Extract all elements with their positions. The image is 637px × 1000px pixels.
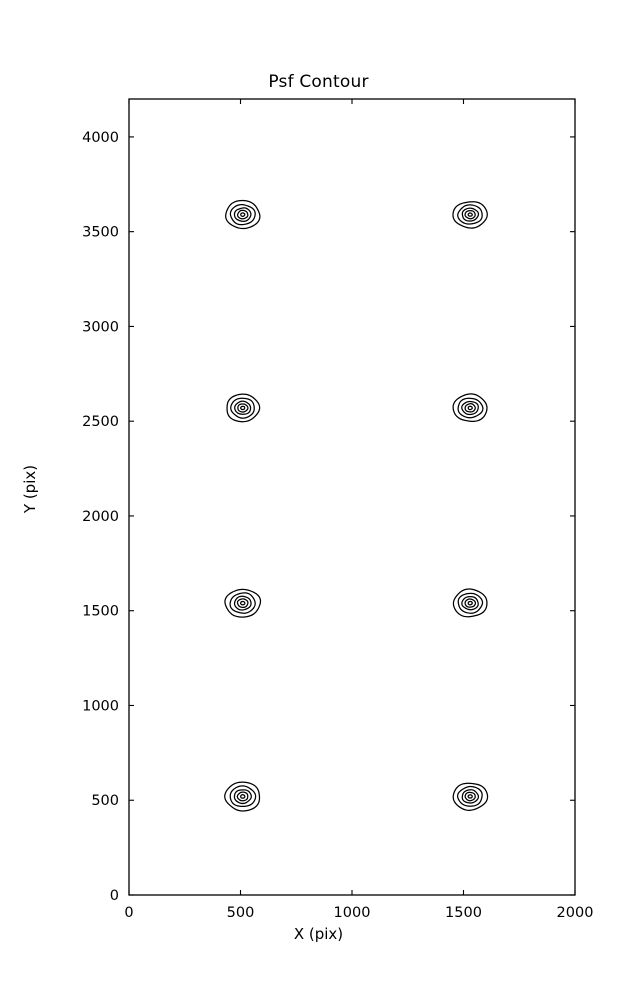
- plot-frame: [128, 98, 576, 896]
- contour-ring: [461, 789, 480, 804]
- psf-blob: [224, 588, 262, 618]
- contour-ring: [464, 598, 477, 608]
- contour-ring: [224, 781, 261, 812]
- contour-ring: [452, 588, 488, 618]
- x-tick-label: 1500: [445, 905, 482, 921]
- contour-ring: [461, 596, 479, 611]
- contour-ring: [456, 785, 483, 807]
- contour-ring: [452, 782, 489, 811]
- contour-ring: [239, 600, 246, 606]
- contour-ring: [233, 789, 252, 805]
- contour-ring: [236, 209, 249, 220]
- contour-ring: [457, 592, 484, 614]
- contour-ring: [467, 600, 473, 606]
- contour-ring: [452, 393, 488, 422]
- x-axis-label: X (pix): [293, 925, 344, 943]
- contour-ring: [464, 403, 476, 413]
- contour-ring: [224, 588, 262, 618]
- contour-ring: [233, 595, 252, 611]
- psf-blob: [452, 588, 488, 618]
- contour-ring: [240, 212, 246, 217]
- psf-blob: [452, 782, 489, 811]
- contour-ring: [237, 403, 249, 413]
- y-tick-label: 2000: [82, 509, 119, 525]
- contour-ring: [236, 598, 249, 609]
- contour-ring: [234, 400, 252, 415]
- y-tick-label: 500: [91, 793, 119, 809]
- contour-ring: [464, 791, 476, 802]
- x-tick-label: 2000: [557, 905, 594, 921]
- psf-blob: [452, 201, 488, 229]
- contour-ring: [452, 201, 488, 229]
- x-tick-label: 500: [227, 905, 255, 921]
- contour-ring: [240, 405, 246, 411]
- chart-title: Psf Contour: [268, 72, 369, 92]
- contour-ring: [461, 400, 479, 416]
- contour-ring: [461, 207, 480, 222]
- psf-blob: [225, 199, 261, 230]
- y-tick-label: 1000: [82, 698, 119, 714]
- contour-ring: [229, 203, 256, 226]
- contour-ring: [467, 794, 473, 799]
- y-tick-label: 2500: [82, 414, 119, 430]
- y-tick-label: 4000: [82, 130, 119, 146]
- contour-ring: [464, 210, 476, 220]
- contour-ring: [467, 405, 473, 411]
- contour-ring: [233, 207, 252, 222]
- y-axis-label: Y (pix): [21, 464, 39, 514]
- contour-ring: [467, 212, 473, 217]
- psf-blob: [226, 393, 261, 423]
- contour-ring: [236, 791, 249, 802]
- contour-ring: [226, 393, 261, 423]
- contour-ring: [240, 794, 246, 799]
- psf-blob: [224, 781, 261, 812]
- contour-ring: [229, 785, 257, 807]
- y-tick-label: 1500: [82, 604, 119, 620]
- psf-blob: [452, 393, 488, 422]
- contour-ring: [230, 397, 255, 419]
- y-tick-label: 3500: [82, 225, 119, 241]
- contour-ring: [457, 204, 483, 225]
- contour-ring: [457, 397, 484, 419]
- y-tick-label: 0: [110, 888, 119, 904]
- x-tick-label: 1000: [334, 905, 371, 921]
- contour-ring: [225, 199, 261, 230]
- contour-ring: [229, 592, 256, 614]
- y-tick-label: 3000: [82, 319, 119, 335]
- x-tick-label: 0: [124, 905, 133, 921]
- contour-layer: [224, 199, 489, 812]
